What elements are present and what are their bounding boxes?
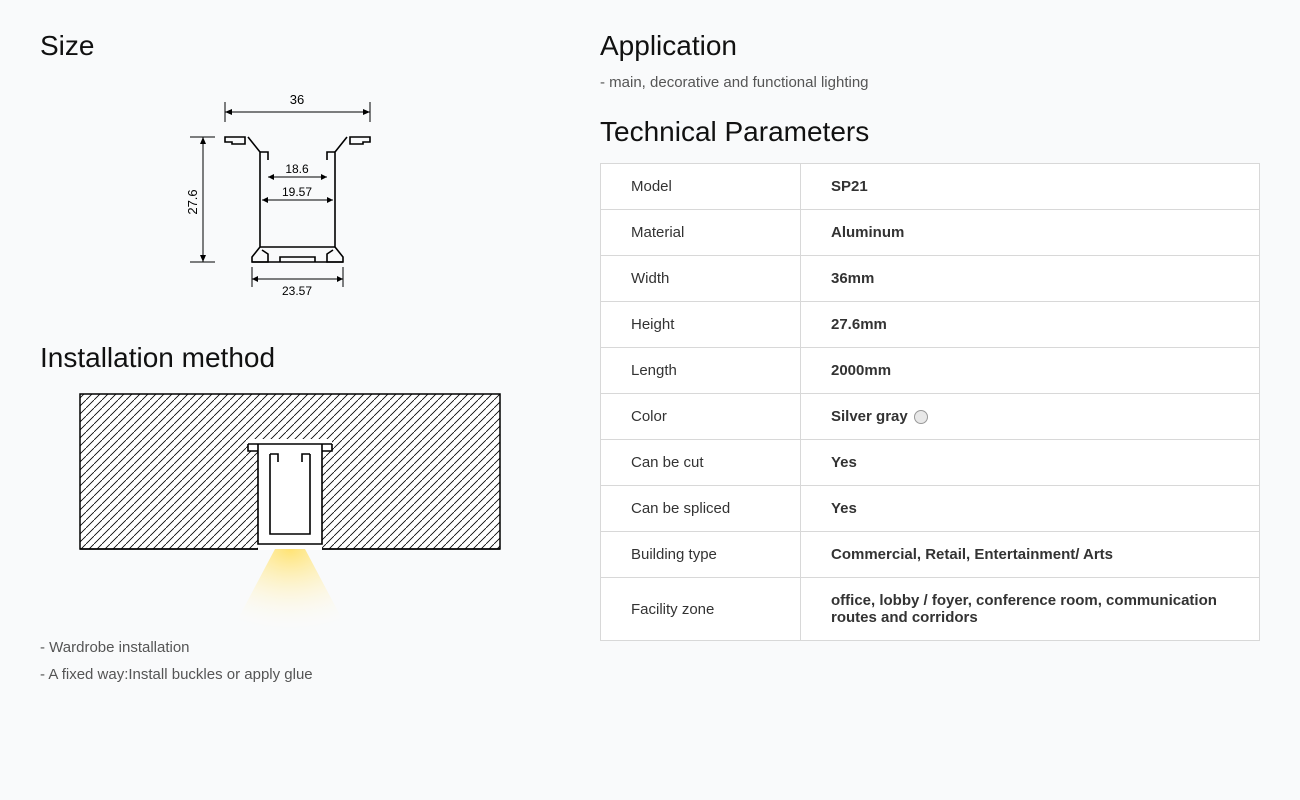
param-label: Color [601, 394, 801, 440]
install-note-1: A fixed way:Install buckles or apply glu… [40, 661, 540, 688]
param-label: Building type [601, 532, 801, 578]
param-value: Yes [801, 440, 1260, 486]
param-label: Can be cut [601, 440, 801, 486]
param-label: Model [601, 164, 801, 210]
dim-height: 27.6 [185, 189, 200, 214]
size-diagram: 36 27.6 [160, 82, 420, 312]
application-heading: Application [600, 30, 1260, 62]
technical-heading: Technical Parameters [600, 116, 1260, 148]
size-heading: Size [40, 30, 540, 62]
param-label: Height [601, 302, 801, 348]
param-value: Silver gray [801, 394, 1260, 440]
param-value: Yes [801, 486, 1260, 532]
param-value: 27.6mm [801, 302, 1260, 348]
param-label: Material [601, 210, 801, 256]
param-label: Width [601, 256, 801, 302]
installation-notes: Wardrobe installation A fixed way:Instal… [40, 634, 540, 688]
installation-diagram [70, 384, 510, 614]
param-value: 2000mm [801, 348, 1260, 394]
table-row: ModelSP21 [601, 164, 1260, 210]
dim-inner-top: 18.6 [285, 162, 309, 176]
dim-width-top: 36 [290, 92, 304, 107]
table-row: MaterialAluminum [601, 210, 1260, 256]
param-value: 36mm [801, 256, 1260, 302]
dim-inner-mid: 19.57 [282, 185, 312, 199]
table-row: Can be cutYes [601, 440, 1260, 486]
table-row: Can be splicedYes [601, 486, 1260, 532]
application-note: main, decorative and functional lighting [600, 74, 1260, 91]
install-note-0: Wardrobe installation [40, 634, 540, 661]
table-row: ColorSilver gray [601, 394, 1260, 440]
table-row: Width36mm [601, 256, 1260, 302]
param-value: SP21 [801, 164, 1260, 210]
param-label: Length [601, 348, 801, 394]
table-row: Facility zoneoffice, lobby / foyer, conf… [601, 578, 1260, 641]
param-label: Can be spliced [601, 486, 801, 532]
param-value: Aluminum [801, 210, 1260, 256]
table-row: Building typeCommercial, Retail, Enterta… [601, 532, 1260, 578]
param-value: Commercial, Retail, Entertainment/ Arts [801, 532, 1260, 578]
param-label: Facility zone [601, 578, 801, 641]
technical-parameters-table: ModelSP21MaterialAluminumWidth36mmHeight… [600, 163, 1260, 641]
dim-base: 23.57 [282, 284, 312, 298]
table-row: Height27.6mm [601, 302, 1260, 348]
table-row: Length2000mm [601, 348, 1260, 394]
color-swatch-icon [914, 410, 928, 424]
installation-heading: Installation method [40, 342, 540, 374]
param-value: office, lobby / foyer, conference room, … [801, 578, 1260, 641]
